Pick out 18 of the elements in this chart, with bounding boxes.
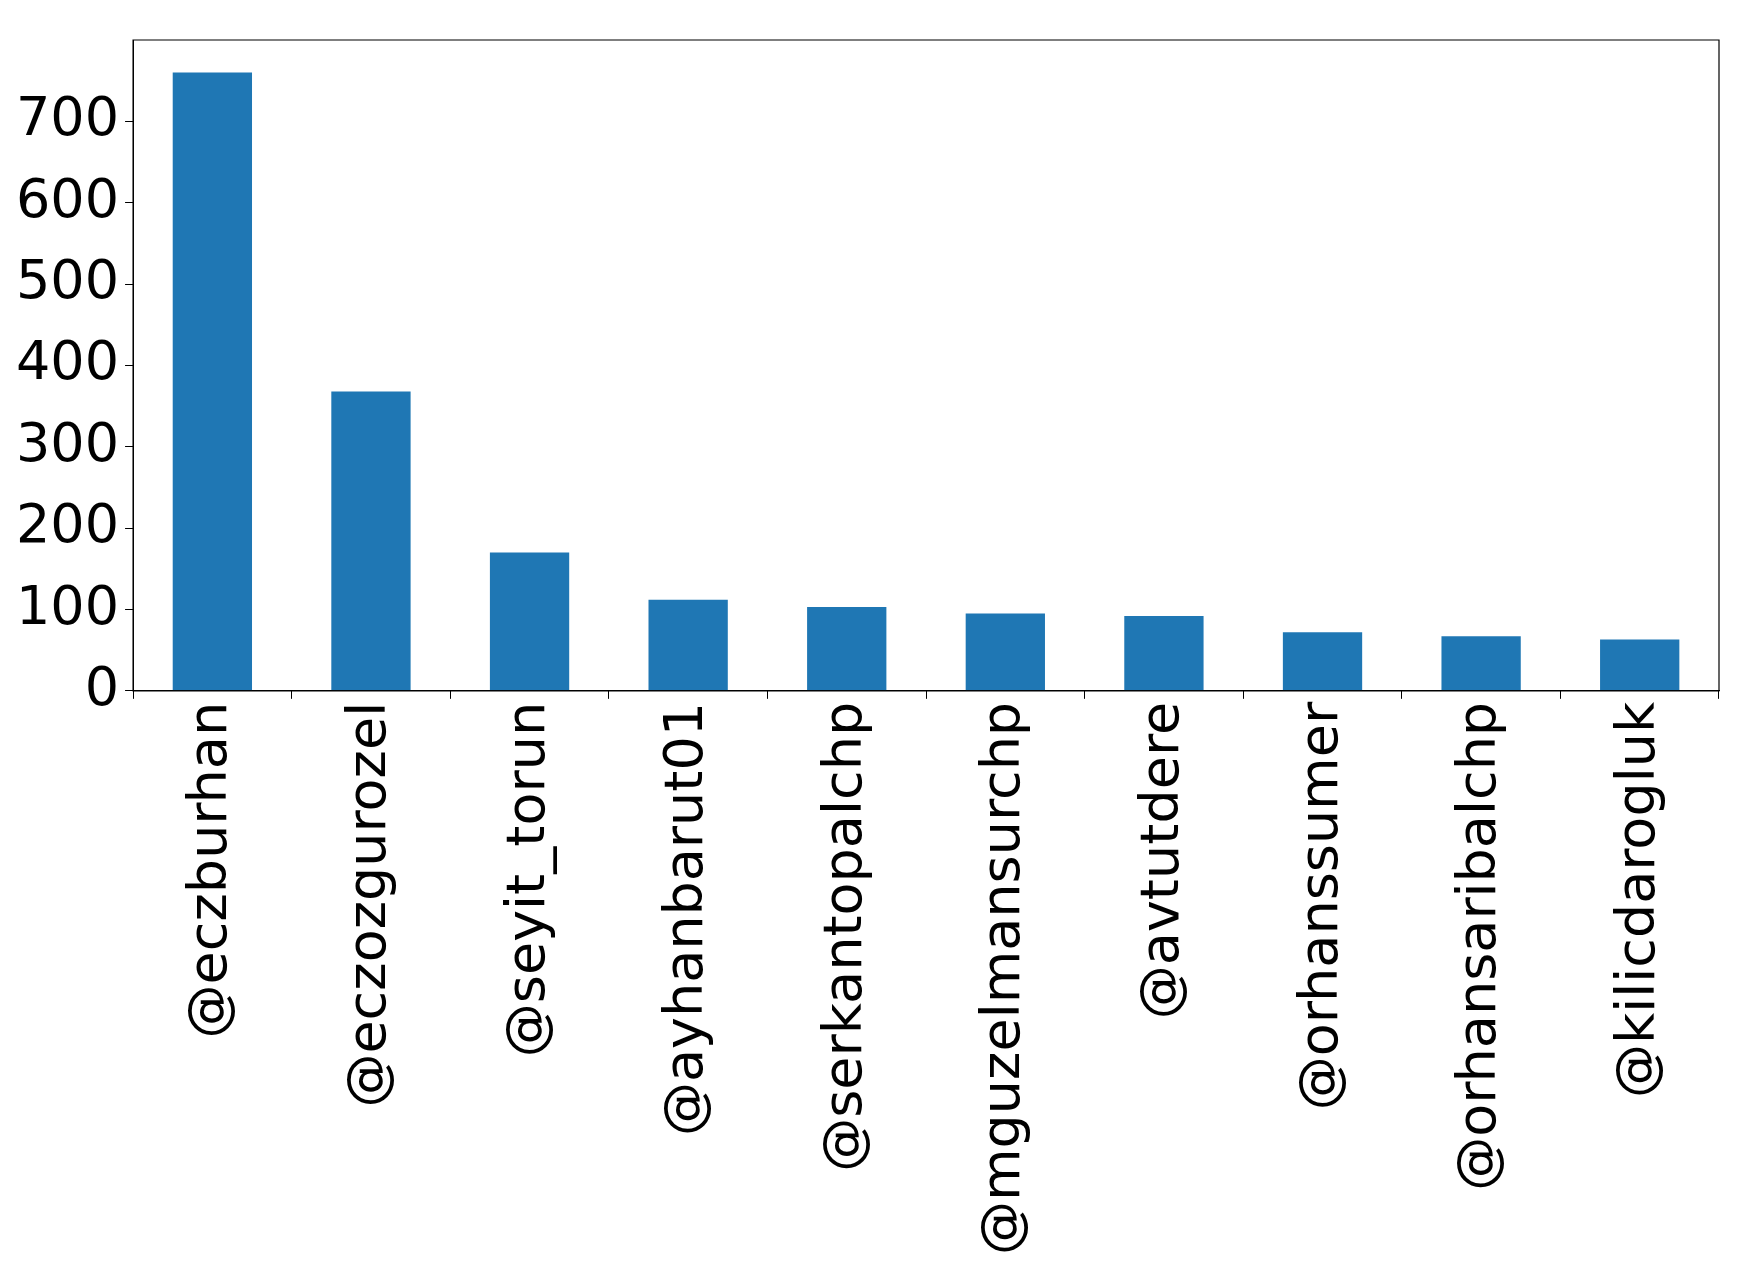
x-tick-label: @orhansaribalchp xyxy=(1445,701,1509,1191)
x-tick-label: @avtutdere xyxy=(1127,701,1191,1020)
y-tick-label: 100 xyxy=(15,573,120,637)
x-tick-label: @kilicdarogluk xyxy=(1603,701,1667,1099)
y-tick-label: 0 xyxy=(84,654,120,718)
y-tick-label: 200 xyxy=(15,492,120,556)
x-tick-label: @ayhanbarut01 xyxy=(652,701,716,1137)
y-tick-label: 500 xyxy=(15,248,120,312)
y-tick-label: 700 xyxy=(15,85,120,149)
x-tick-label: @seyit_torun xyxy=(493,701,557,1058)
x-tick-label: @serkantopalchp xyxy=(810,701,874,1172)
y-tick-label: 300 xyxy=(15,410,120,474)
x-tick-label: @eczburhan xyxy=(176,701,240,1039)
x-tick-label: @mguzelmansurchp xyxy=(969,701,1033,1256)
y-tick-label: 400 xyxy=(15,329,120,393)
x-tick-label: @orhanssumer xyxy=(1286,701,1350,1111)
y-tick-label: 600 xyxy=(15,166,120,230)
x-tick-label: @eczozgurozel xyxy=(334,701,398,1108)
